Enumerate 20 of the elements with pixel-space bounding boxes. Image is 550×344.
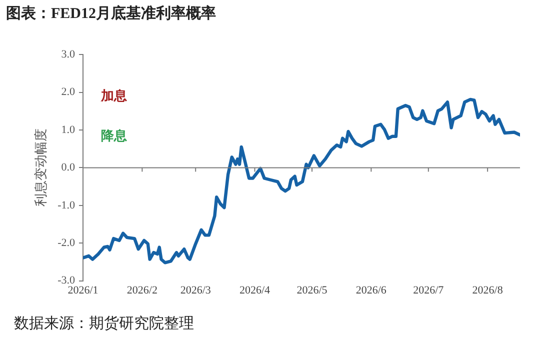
x-tick-label: 2026/3 bbox=[180, 284, 212, 296]
x-tick-label: 2026/6 bbox=[356, 284, 387, 296]
annotation: 降息 bbox=[101, 128, 128, 143]
annotation: 加息 bbox=[100, 88, 128, 103]
x-tick-label: 2026/7 bbox=[413, 284, 444, 296]
y-tick-label: -3.0 bbox=[58, 274, 76, 287]
x-tick-label: 2026/4 bbox=[239, 284, 271, 296]
source-note: 数据来源：期货研究院整理 bbox=[14, 314, 194, 333]
x-tick-label: 2026/1 bbox=[68, 284, 98, 296]
y-tick-label: 0.0 bbox=[61, 162, 76, 174]
y-tick-label: 1.0 bbox=[61, 124, 76, 136]
y-tick-label: -2.0 bbox=[58, 236, 76, 249]
x-tick-label: 2026/2 bbox=[126, 284, 158, 296]
y-tick-label: -1.0 bbox=[58, 199, 76, 212]
y-axis-title: 利息变动幅度 bbox=[33, 128, 48, 207]
y-tick-label: 3.0 bbox=[61, 48, 76, 60]
y-tick-label: 2.0 bbox=[61, 86, 76, 98]
x-tick-label: 2026/5 bbox=[296, 284, 328, 296]
x-tick-label: 2026/8 bbox=[472, 284, 504, 296]
chart-title: 图表：FED12月底基准利率概率 bbox=[6, 4, 216, 23]
